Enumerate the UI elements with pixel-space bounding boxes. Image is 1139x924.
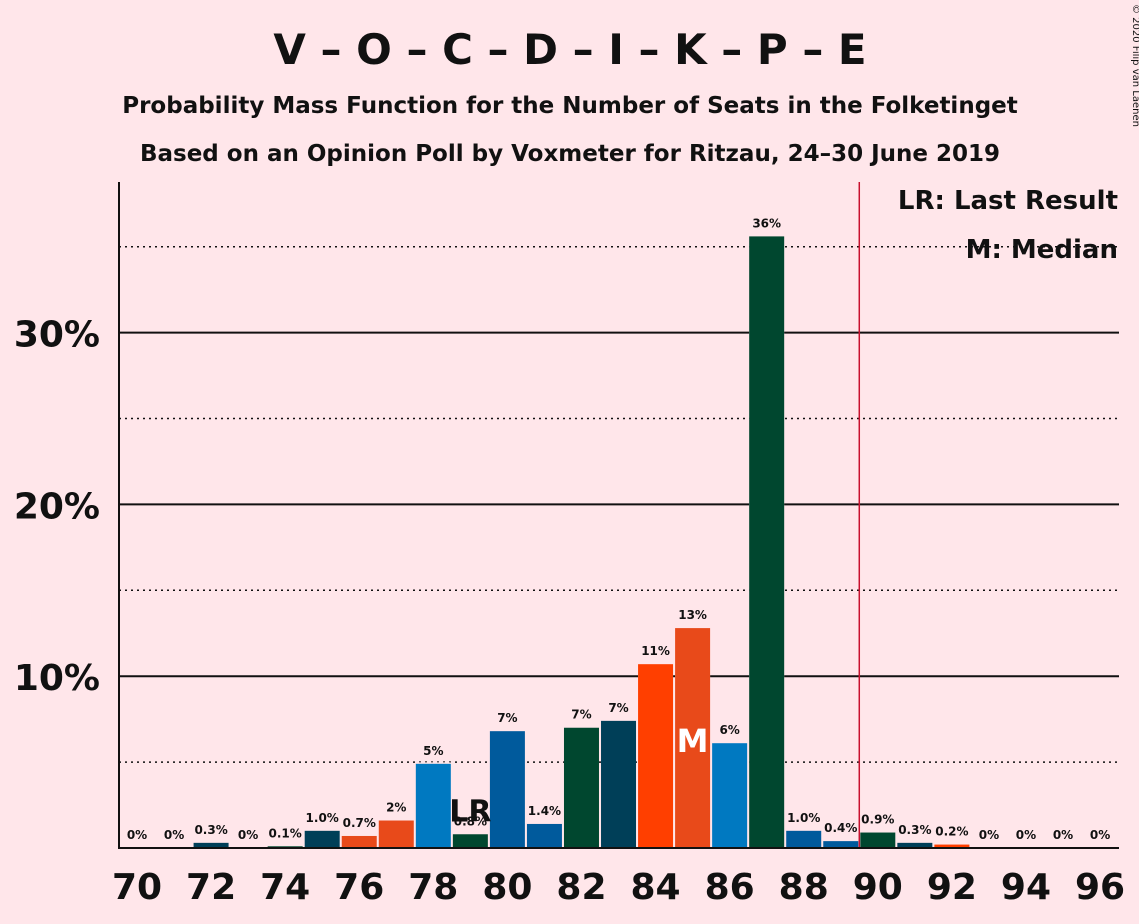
x-tick-label: 88 [779, 867, 829, 908]
x-tick-label: 80 [482, 867, 532, 908]
legend-last-result: LR: Last Result [898, 186, 1118, 216]
bar-value-label: 0.3% [898, 823, 931, 837]
chart-subtitle-2: Based on an Opinion Poll by Voxmeter for… [140, 141, 1000, 167]
y-tick-label: 10% [14, 658, 100, 699]
bar-value-label: 7% [571, 708, 591, 722]
bar-value-label: 0% [1053, 828, 1073, 842]
axes: 10% 20% 30% 70 72 74 76 78 80 82 84 86 88 90 92 94 96 [14, 182, 1125, 908]
x-tick-label: 92 [927, 867, 977, 908]
bar-value-label: 0.1% [269, 826, 302, 840]
bar-seat-76 [341, 835, 377, 848]
bar-seat-78 [415, 763, 451, 848]
bar-value-label: 1.4% [528, 804, 561, 818]
bar-value-label: 0.3% [194, 823, 227, 837]
x-tick-label: 70 [112, 867, 162, 908]
bar-value-label: 1.0% [306, 811, 339, 825]
x-tick-label: 74 [260, 867, 310, 908]
bar-seat-89 [823, 841, 859, 848]
x-tick-label: 78 [408, 867, 458, 908]
bar-value-label: 0% [1090, 828, 1110, 842]
bar-seat-83 [601, 720, 637, 848]
bar-value-label: 5% [423, 744, 443, 758]
bar-seat-80 [489, 731, 525, 848]
bar-labels: 0% 0% 0.3% 0% 0.1% 1.0% 0.7% 2% 5% 0.8% 7% 1.4% 7% 7%… [127, 216, 1110, 842]
bar-seat-85 [675, 628, 711, 848]
bar-value-label: 11% [641, 644, 670, 658]
bar-seat-84 [638, 664, 674, 848]
bar-value-label: 36% [752, 216, 781, 230]
bar-value-label: 0.8% [454, 814, 487, 828]
bar-seat-77 [378, 820, 414, 848]
legend-median: M: Median [966, 235, 1118, 265]
bars [193, 234, 970, 849]
bar-seat-86 [712, 743, 748, 848]
bar-seat-81 [526, 823, 562, 848]
x-tick-label: 76 [334, 867, 384, 908]
bar-seat-90 [860, 832, 896, 848]
bar-seat-72 [193, 842, 229, 848]
bar-value-label: 1.0% [787, 811, 820, 825]
bar-seat-91 [897, 842, 933, 848]
chart-title: V – O – C – D – I – K – P – E [273, 25, 866, 74]
gridlines [119, 245, 1119, 763]
bar-seat-82 [563, 727, 599, 848]
median-marker: M [677, 722, 709, 760]
bar-value-label: 2% [386, 801, 406, 815]
bar-value-label: 0% [1016, 828, 1036, 842]
bar-value-label: 0% [164, 828, 184, 842]
x-tick-label: 82 [556, 867, 606, 908]
y-tick-label: 30% [14, 315, 100, 356]
bar-value-label: 7% [497, 711, 517, 725]
x-tick-label: 90 [853, 867, 903, 908]
bar-value-label: 0.7% [343, 816, 376, 830]
bar-seat-88 [786, 830, 822, 848]
bar-value-label: 13% [678, 608, 707, 622]
x-tick-label: 72 [186, 867, 236, 908]
bar-value-label: 7% [608, 701, 628, 715]
bar-seat-87 [749, 236, 785, 849]
bar-value-label: 0% [127, 828, 147, 842]
bar-value-label: 0.2% [935, 825, 968, 839]
y-tick-label: 20% [14, 486, 100, 527]
x-tick-label: 94 [1001, 867, 1051, 908]
bar-value-label: 0.4% [824, 821, 857, 835]
bar-value-label: 6% [719, 723, 739, 737]
bar-value-label: 0% [238, 828, 258, 842]
bar-value-label: 0% [979, 828, 999, 842]
last-result-marker: LR [449, 794, 491, 829]
bar-seat-79 [452, 834, 488, 848]
chart-subtitle-1: Probability Mass Function for the Number… [122, 93, 1018, 119]
x-tick-label: 86 [705, 867, 755, 908]
copyright-note: © 2020 Filip van Laenen [1130, 4, 1139, 127]
x-tick-label: 96 [1075, 867, 1125, 908]
bar-value-label: 0.9% [861, 813, 894, 827]
x-tick-label: 84 [631, 867, 681, 908]
bar-seat-75 [304, 830, 340, 848]
bar-seat-92 [934, 844, 970, 848]
